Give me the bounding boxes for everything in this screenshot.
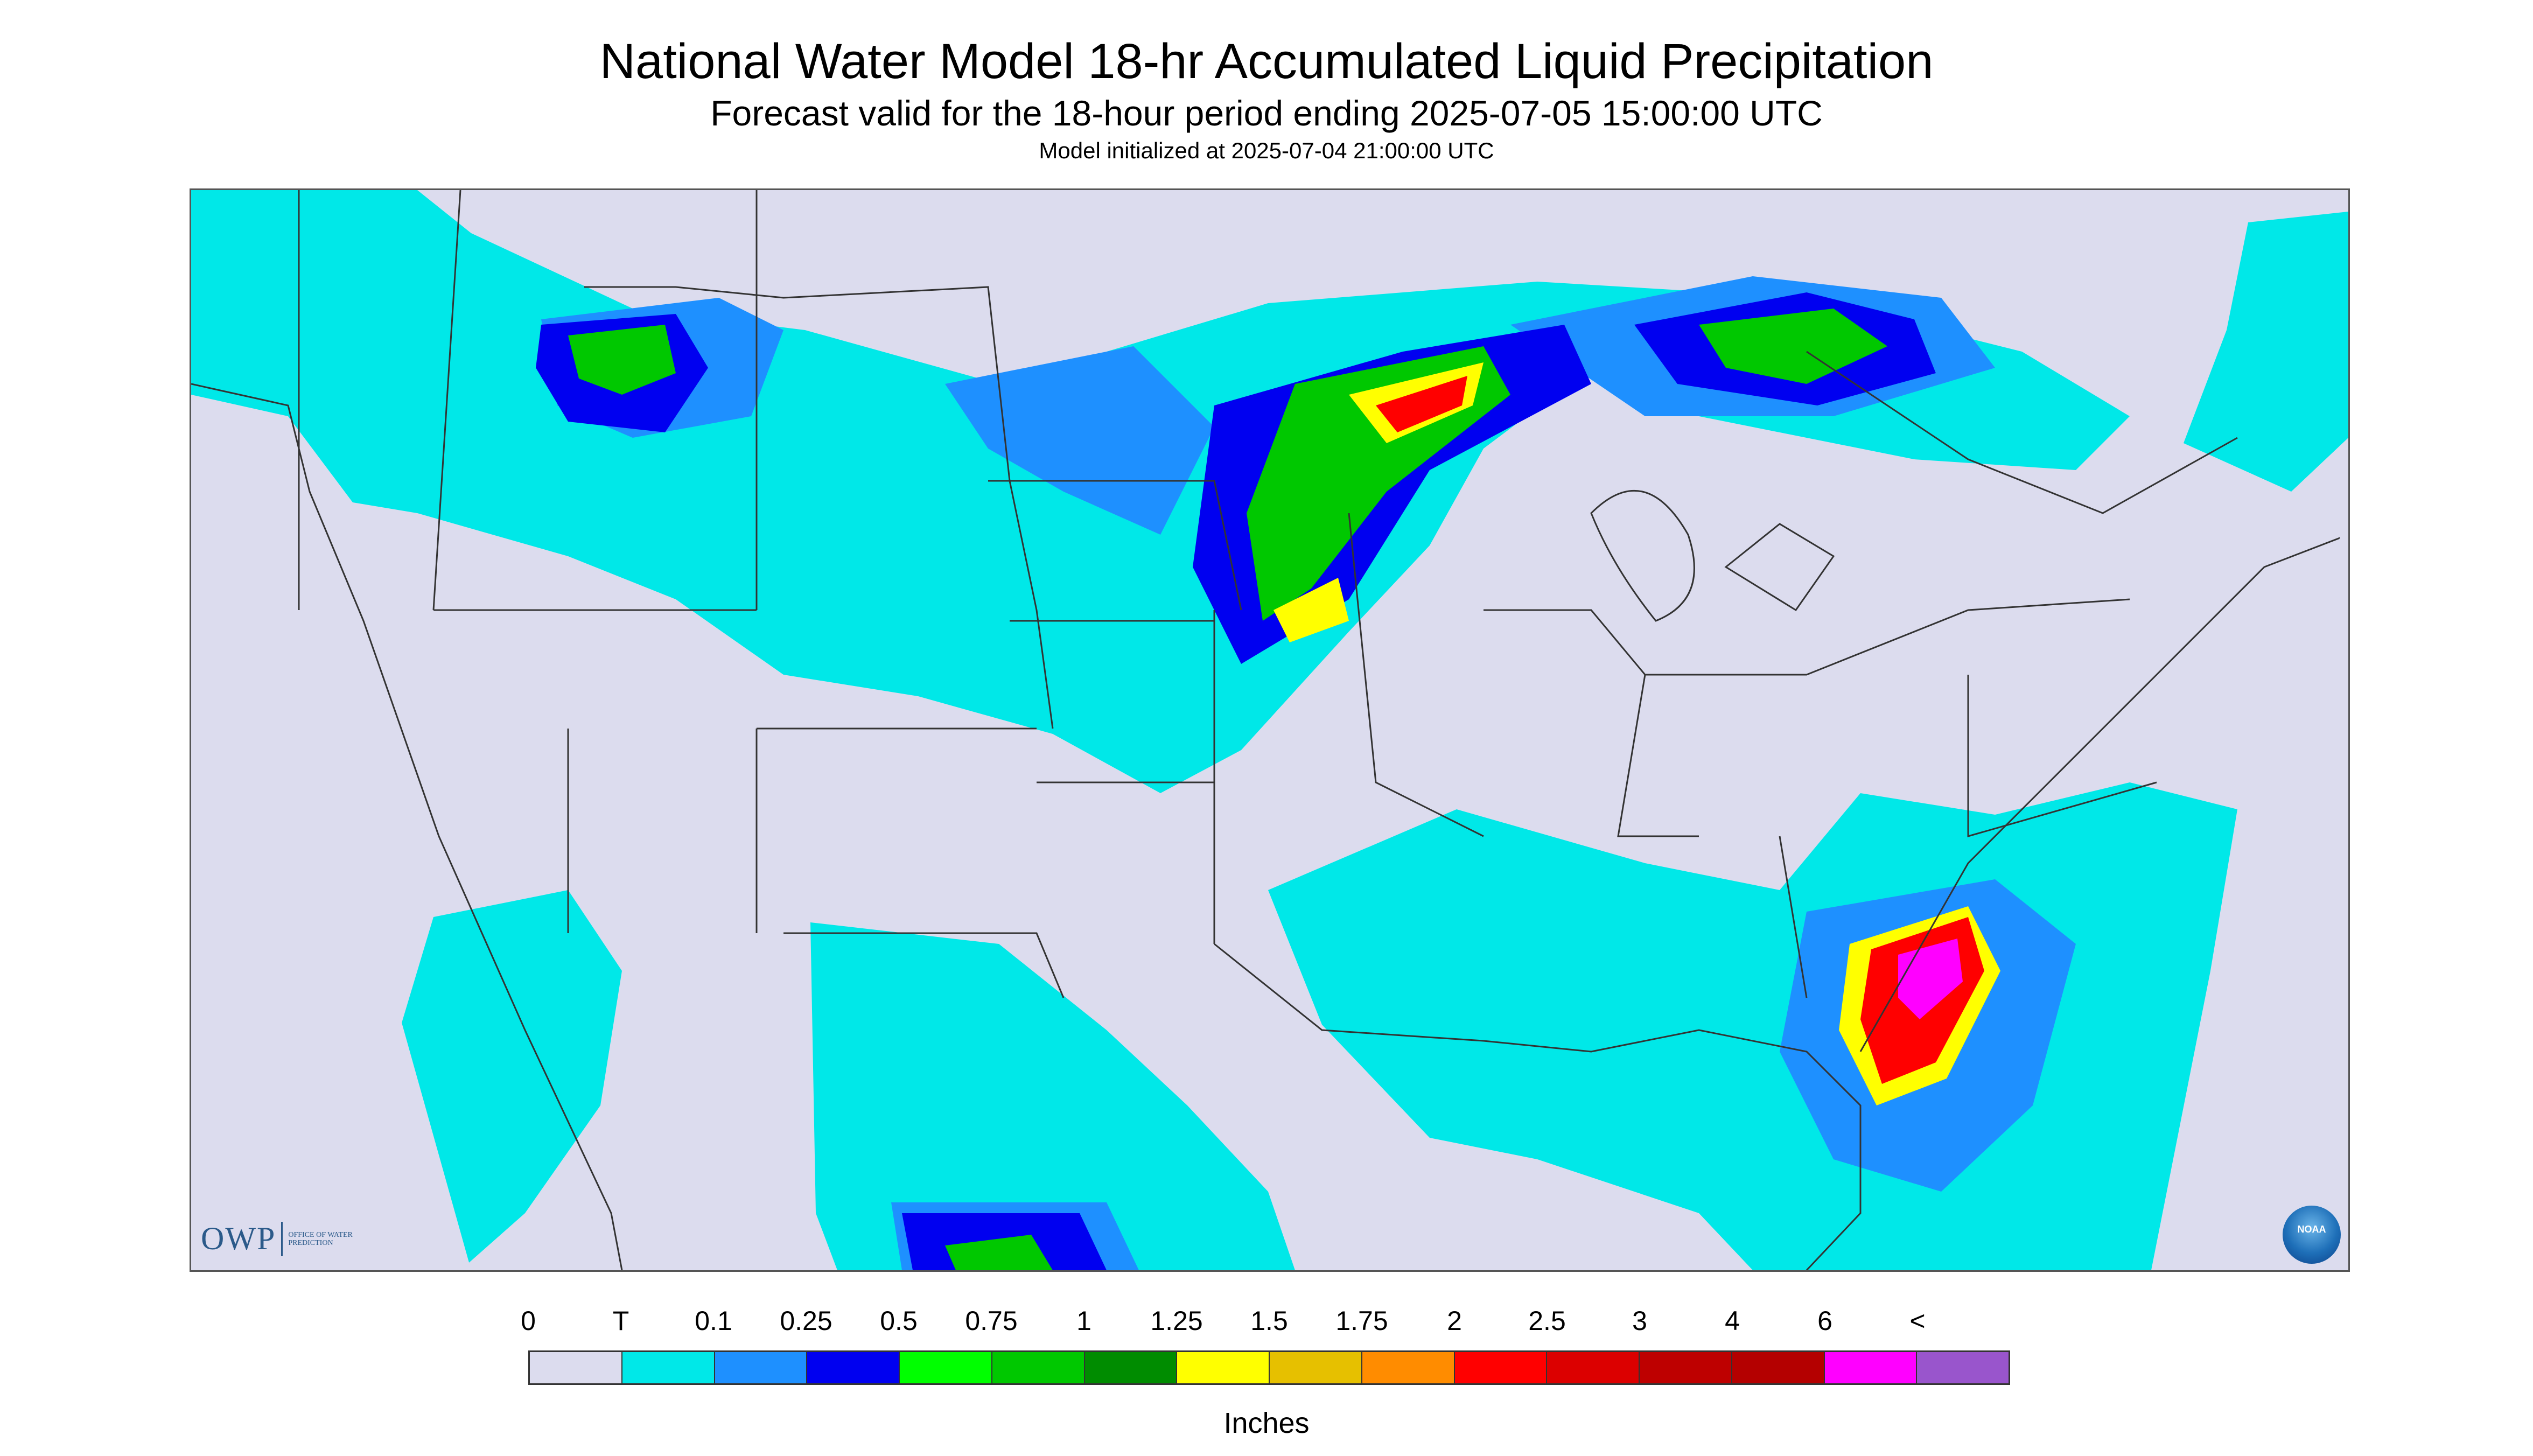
legend-label: 2.5	[1528, 1306, 1566, 1336]
precipitation-map: OWP Office of Water Prediction NOAA	[190, 188, 2350, 1272]
legend-label: 6	[1817, 1306, 1832, 1336]
legend-color-box	[530, 1352, 622, 1383]
legend-label: 0.5	[880, 1306, 918, 1336]
noaa-logo-text: NOAA	[2297, 1223, 2326, 1235]
legend-label: <	[1909, 1306, 1926, 1336]
map-subtitle: Forecast valid for the 18-hour period en…	[710, 93, 1823, 133]
legend-label: 0.1	[695, 1306, 732, 1336]
legend-color-box	[1917, 1352, 2009, 1383]
legend-color-box	[1362, 1352, 1455, 1383]
legend-label: 1.5	[1250, 1306, 1288, 1336]
owp-logo: OWP Office of Water Prediction	[201, 1220, 363, 1257]
map-title: National Water Model 18-hr Accumulated L…	[599, 34, 1934, 89]
owp-logo-subtext: Office of Water Prediction	[288, 1230, 353, 1247]
legend-color-box	[1084, 1352, 1178, 1383]
color-legend	[528, 1350, 2010, 1385]
legend-color-box	[807, 1352, 900, 1383]
legend-label: 1.75	[1335, 1306, 1388, 1336]
legend-label: 0.75	[965, 1306, 1018, 1336]
legend-color-box	[1547, 1352, 1640, 1383]
legend-label: 4	[1725, 1306, 1740, 1336]
legend-color-box	[1640, 1352, 1732, 1383]
legend-label: 2	[1447, 1306, 1462, 1336]
legend-color-box	[1177, 1352, 1270, 1383]
legend-label: 3	[1632, 1306, 1647, 1336]
map-drawing	[191, 190, 2348, 1270]
legend-label: 0.25	[780, 1306, 832, 1336]
owp-logo-text: OWP	[201, 1221, 276, 1256]
owp-logo-divider	[281, 1221, 283, 1256]
legend-color-box	[1732, 1352, 1825, 1383]
legend-color-box	[715, 1352, 808, 1383]
legend-label: 1	[1076, 1306, 1091, 1336]
legend-label: 0	[521, 1306, 536, 1336]
legend-color-box	[1270, 1352, 1362, 1383]
legend-label: 1.25	[1150, 1306, 1203, 1336]
model-init-text: Model initialized at 2025-07-04 21:00:00…	[1039, 138, 1494, 163]
right-outside-domain	[2194, 513, 2348, 1270]
legend-units: Inches	[1223, 1407, 1310, 1439]
noaa-logo: NOAA	[2283, 1206, 2341, 1264]
left-outside-domain	[191, 578, 471, 1270]
legend-color-box	[900, 1352, 992, 1383]
state-boundaries	[191, 190, 2348, 1270]
legend-color-box	[622, 1352, 715, 1383]
legend-color-box	[1824, 1352, 1918, 1383]
legend-color-box	[992, 1352, 1085, 1383]
legend-label: T	[612, 1306, 629, 1336]
legend-color-box	[1454, 1352, 1548, 1383]
